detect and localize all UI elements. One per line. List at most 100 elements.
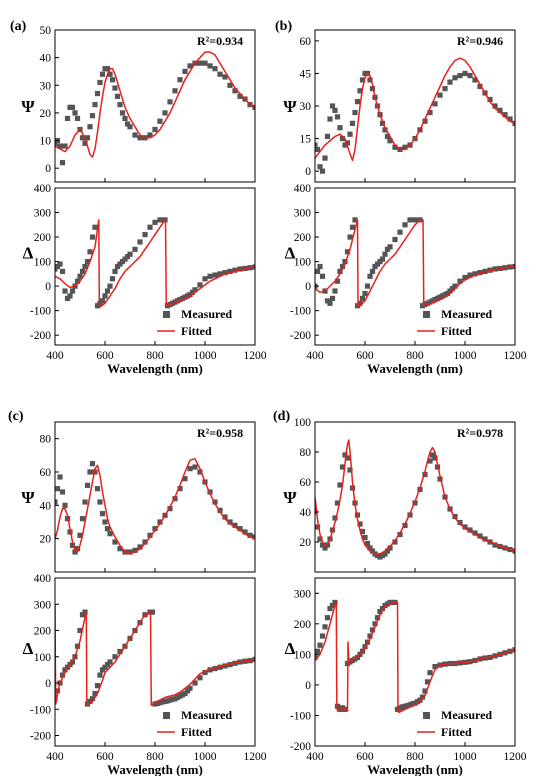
delta-measured-point [317, 263, 323, 270]
psi-measured-point [332, 515, 338, 521]
psi-measured-point [227, 82, 233, 88]
psi-measured-point [167, 99, 173, 105]
psi-measured-point [359, 528, 366, 535]
delta-measured-point [369, 627, 376, 633]
delta-ytick-label: 0 [45, 281, 51, 293]
delta-measured-point [452, 283, 458, 289]
psi-measured-point [247, 532, 253, 538]
psi-measured-point [102, 519, 108, 525]
delta-measured-point [339, 263, 346, 270]
delta-axis-symbol: Δ [285, 244, 296, 263]
psi-measured-point [329, 103, 336, 109]
delta-measured-point [329, 602, 336, 609]
psi-measured-point [362, 534, 368, 541]
psi-measured-point [127, 549, 133, 555]
psi-measured-point [117, 546, 123, 552]
psi-measured-point [422, 118, 428, 124]
psi-measured-point [332, 107, 338, 113]
psi-measured-point [77, 532, 83, 538]
r-squared-label: R²=0.934 [197, 34, 243, 48]
delta-ytick-label: 400 [294, 183, 312, 195]
delta-measured-point [382, 251, 388, 257]
legend-measured-label: Measured [441, 708, 492, 722]
psi-measured-point [452, 75, 458, 81]
delta-measured-point [184, 688, 191, 694]
psi-measured-point [507, 116, 513, 122]
delta-measured-point [427, 670, 433, 676]
delta-ytick-label: -200 [290, 741, 311, 753]
psi-measured-point [227, 519, 233, 525]
psi-measured-point [384, 548, 391, 554]
delta-measured-point [74, 643, 81, 649]
psi-axis-symbol: Ψ [283, 488, 297, 507]
psi-measured-point [124, 121, 131, 127]
delta-measured-point [362, 644, 368, 650]
legend-measured-marker [423, 712, 430, 719]
psi-axes-frame [54, 421, 256, 573]
psi-measured-point [89, 461, 96, 467]
psi-measured-point [349, 120, 356, 126]
delta-measured-point [69, 288, 76, 294]
delta-measured-point [87, 698, 93, 704]
delta-measured-point [364, 283, 371, 289]
delta-measured-point [187, 685, 193, 691]
psi-measured-point [212, 66, 218, 72]
psi-measured-point [119, 110, 126, 116]
psi-measured-point [84, 482, 91, 488]
delta-measured-point [352, 217, 358, 223]
delta-measured-point [62, 288, 68, 294]
psi-measured-point [57, 474, 63, 480]
delta-ytick-label: 300 [34, 599, 52, 611]
psi-measured-point [74, 115, 81, 122]
psi-measured-point [457, 519, 463, 526]
delta-measured-point [102, 664, 108, 670]
psi-ytick-label: 40 [40, 500, 52, 512]
psi-measured-point [157, 118, 163, 124]
delta-axis-symbol: Δ [23, 244, 34, 263]
delta-measured-point [92, 224, 98, 230]
delta-measured-point [82, 609, 88, 615]
psi-fitted-line [315, 439, 515, 555]
delta-measured-point [237, 266, 243, 272]
psi-measured-point [97, 79, 103, 86]
xtick-label: 800 [406, 751, 424, 763]
delta-fitted-line [315, 601, 515, 714]
psi-measured-point [187, 466, 193, 472]
delta-measured-point [424, 679, 431, 685]
psi-fitted-line [55, 51, 255, 158]
psi-ytick-label: 0 [305, 166, 311, 178]
xtick-label: 1000 [454, 751, 477, 763]
psi-measured-point [339, 464, 346, 470]
psi-measured-point [402, 144, 408, 150]
psi-measured-point [202, 60, 208, 66]
psi-measured-point [142, 539, 148, 545]
delta-measured-point [315, 654, 318, 661]
psi-measured-point [222, 514, 228, 520]
delta-measured-point [472, 271, 478, 277]
delta-measured-point [397, 229, 403, 235]
psi-measured-point [87, 469, 93, 475]
psi-measured-point [344, 140, 351, 146]
psi-ytick-label: 80 [40, 434, 52, 446]
psi-ytick-label: 10 [40, 136, 52, 148]
xtick-label: 1000 [454, 350, 477, 362]
psi-measured-point [132, 132, 138, 138]
psi-measured-point [354, 99, 361, 105]
psi-measured-point [217, 71, 223, 77]
delta-measured-point [357, 300, 363, 306]
psi-measured-point [487, 96, 493, 103]
delta-fitted-line [55, 604, 255, 707]
delta-ytick-label: 300 [294, 588, 312, 600]
delta-measured-point [97, 672, 103, 678]
psi-measured-point [207, 63, 213, 69]
psi-measured-point [187, 63, 193, 69]
psi-measured-point [72, 549, 78, 555]
psi-axes-frame [54, 29, 256, 183]
delta-measured-point [79, 268, 86, 275]
psi-measured-point [182, 476, 188, 482]
psi-ytick-label: 20 [40, 108, 52, 120]
delta-ytick-label: 0 [305, 281, 311, 293]
delta-measured-point [362, 290, 368, 297]
psi-measured-point [152, 126, 158, 133]
delta-measured-point [197, 282, 203, 288]
